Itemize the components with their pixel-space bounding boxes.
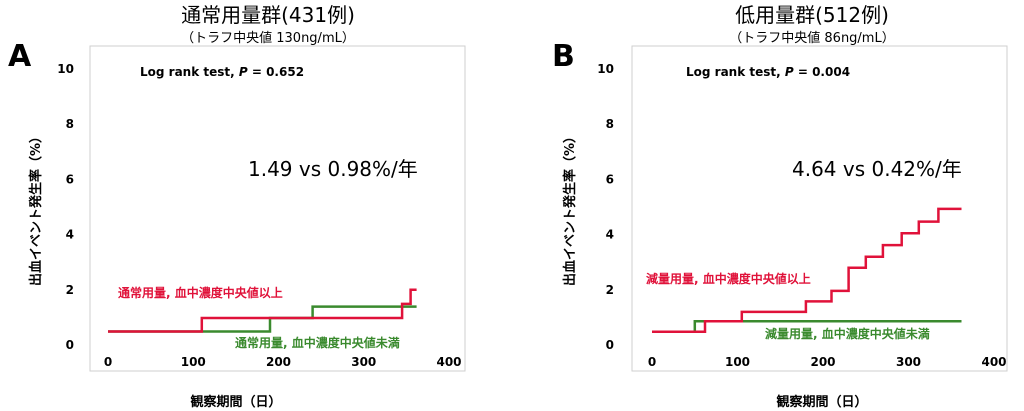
chart-title-b: 低用量群(512例) (735, 3, 889, 27)
y-tick-label-a-2: 4 (66, 228, 74, 242)
x-tick-label-b-4: 400 (981, 355, 1006, 369)
x-tick-label-a-3: 300 (351, 355, 376, 369)
y-tick-label-a-3: 6 (66, 172, 74, 186)
x-tick-label-b-3: 300 (896, 355, 921, 369)
y-tick-label-a-5: 10 (57, 62, 74, 76)
rate-comparison-a: 1.49 vs 0.98%/年 (248, 157, 418, 181)
x-tick-label-a-0: 0 (104, 355, 112, 369)
y-tick-label-b-1: 2 (606, 283, 614, 297)
x-ticks-b: 0 100 200 300 400 (648, 355, 1007, 369)
panel-a: A 通常用量群(431例) （トラフ中央値 130ng/mL） Log rank… (8, 3, 466, 410)
panel-letter-b: B (552, 39, 575, 74)
x-tick-label-b-1: 100 (725, 355, 750, 369)
series-label-low-a: 通常用量, 血中濃度中央値未満 (235, 335, 400, 350)
y-ticks-a: 0 2 4 6 8 10 (57, 62, 74, 352)
chart-subtitle-b: （トラフ中央値 86ng/mL） (729, 30, 894, 46)
x-tick-label-a-1: 100 (181, 355, 206, 369)
x-tick-label-b-0: 0 (648, 355, 656, 369)
panel-b: B 低用量群(512例) （トラフ中央値 86ng/mL） Log rank t… (552, 3, 1008, 410)
series-label-low-b: 減量用量, 血中濃度中央値未満 (765, 326, 930, 341)
plot-frame-a (89, 45, 466, 372)
series-line-high-b (652, 207, 962, 334)
x-tick-label-b-2: 200 (810, 355, 835, 369)
chart-subtitle-a: （トラフ中央値 130ng/mL） (181, 30, 355, 46)
y-tick-label-a-0: 0 (66, 338, 74, 352)
series-line-high-a (108, 288, 417, 333)
y-axis-label-a: 出血イベント発生率（%） (28, 130, 44, 286)
y-tick-label-a-1: 2 (66, 283, 74, 297)
x-tick-label-a-4: 400 (436, 355, 461, 369)
x-tick-label-a-2: 200 (266, 355, 291, 369)
x-ticks-a: 0 100 200 300 400 (104, 355, 462, 369)
x-axis-label-b: 観察期間（日） (775, 394, 867, 410)
y-axis-label-b: 出血イベント発生率（%） (562, 130, 578, 286)
rate-comparison-b: 4.64 vs 0.42%/年 (792, 157, 962, 181)
y-tick-label-b-0: 0 (606, 338, 614, 352)
y-tick-label-b-4: 8 (606, 117, 614, 131)
series-lines-a (108, 288, 417, 333)
panel-letter-a: A (8, 39, 32, 74)
x-axis-label-a: 観察期間（日） (189, 394, 281, 410)
series-label-high-b: 減量用量, 血中濃度中央値以上 (646, 271, 811, 286)
chart-title-a: 通常用量群(431例) (181, 3, 355, 27)
log-rank-label-b: Log rank test, P = 0.004 (686, 65, 850, 79)
y-tick-label-b-3: 6 (606, 172, 614, 186)
y-tick-label-a-4: 8 (66, 117, 74, 131)
y-tick-label-b-2: 4 (606, 228, 614, 242)
series-label-high-a: 通常用量, 血中濃度中央値以上 (118, 285, 283, 300)
y-tick-label-b-5: 10 (597, 62, 614, 76)
y-ticks-b: 0 2 4 6 8 10 (597, 62, 614, 352)
log-rank-label-a: Log rank test, P = 0.652 (140, 65, 304, 79)
series-lines-b (652, 207, 962, 334)
